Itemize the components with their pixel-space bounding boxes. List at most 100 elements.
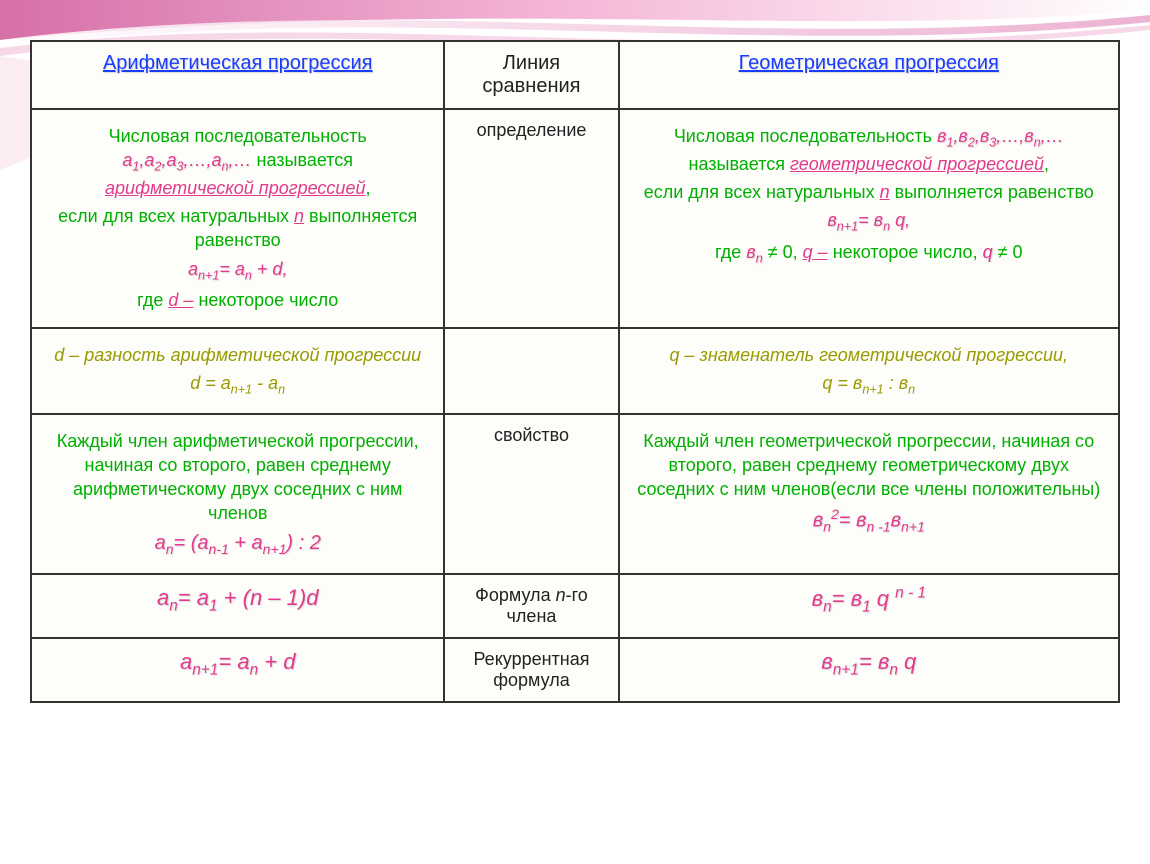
sub: n: [169, 597, 178, 614]
txt: n: [880, 182, 890, 202]
txt: q = в: [822, 373, 862, 393]
sub: n: [250, 661, 259, 678]
txt: a: [157, 585, 169, 610]
sub: n: [823, 519, 831, 535]
sub: n+1: [263, 541, 287, 557]
cell-arith-definition: Числовая последовательность a1,a2,a3,…,a…: [31, 109, 444, 328]
txt: = в: [858, 210, 883, 230]
txt: a: [122, 150, 132, 170]
sub: n+1: [901, 519, 925, 535]
sub: n: [889, 661, 898, 678]
txt: q: [898, 649, 916, 674]
txt: ,…: [229, 150, 252, 170]
txt: q: [871, 586, 895, 611]
txt: q – знаменатель геометрической прогресси…: [634, 343, 1104, 367]
txt: q –: [803, 242, 828, 262]
txt: если для всех натуральных: [644, 182, 880, 202]
txt: в: [821, 649, 832, 674]
cell-geom-definition: Числовая последовательность в1,в2,в3,…,в…: [619, 109, 1119, 328]
sub: n: [278, 383, 285, 397]
sub: n -1: [866, 519, 890, 535]
txt: ,a: [161, 150, 176, 170]
cell-mid-definition: определение: [444, 109, 618, 328]
txt: q: [983, 242, 993, 262]
txt: ,в: [975, 126, 989, 146]
sub: n+1: [231, 383, 252, 397]
txt: свойство: [494, 425, 569, 445]
row-nth-formula: an= a1 + (n – 1)d Формула n-го члена вn=…: [31, 574, 1119, 638]
sub: 1: [209, 597, 218, 614]
row-property: Каждый член арифметической прогрессии, н…: [31, 414, 1119, 574]
cell-mid-nth: Формула n-го члена: [444, 574, 618, 638]
txt: + (n – 1)d: [218, 585, 319, 610]
txt: - a: [252, 373, 278, 393]
cell-arith-diff: d – разность арифметической прогрессии d…: [31, 328, 444, 414]
txt: арифметической прогрессией: [105, 178, 366, 198]
txt: выполняется равенство: [895, 182, 1094, 202]
table-header-row: Арифметическая прогрессия Линия сравнени…: [31, 41, 1119, 109]
txt: a: [155, 532, 166, 554]
txt: + a: [229, 532, 263, 554]
txt: Рекуррентная формула: [473, 649, 589, 690]
sub: n: [221, 160, 228, 174]
txt: a: [188, 259, 198, 279]
txt: Каждый член геометрической прогрессии, н…: [634, 429, 1104, 502]
txt: = в: [839, 510, 867, 532]
txt: + d: [258, 649, 295, 674]
sub: n: [823, 598, 832, 615]
sub: n+1: [837, 220, 858, 234]
cell-geom-diff: q – знаменатель геометрической прогресси…: [619, 328, 1119, 414]
txt: в: [827, 210, 836, 230]
txt: = a: [218, 649, 249, 674]
txt: ) : 2: [286, 532, 320, 554]
txt: геометрической прогрессией: [790, 154, 1044, 174]
txt: + d,: [252, 259, 288, 279]
header-geometric: Геометрическая прогрессия: [619, 41, 1119, 109]
cell-arith-property: Каждый член арифметической прогрессии, н…: [31, 414, 444, 574]
txt: d –: [168, 290, 193, 310]
txt: = в: [832, 586, 862, 611]
txt: где: [137, 290, 168, 310]
txt: Числовая последовательность: [109, 126, 367, 146]
txt: = (a: [173, 532, 208, 554]
txt: d – разность арифметической прогрессии: [46, 343, 429, 367]
cell-arith-nth: an= a1 + (n – 1)d: [31, 574, 444, 638]
cell-geom-recurrent: вn+1= вn q: [619, 638, 1119, 702]
txt: называется: [689, 154, 791, 174]
header-arithmetic: Арифметическая прогрессия: [31, 41, 444, 109]
txt: q,: [890, 210, 910, 230]
cell-mid-property: свойство: [444, 414, 618, 574]
header-comparison: Линия сравнения: [444, 41, 618, 109]
sub: n+1: [198, 268, 219, 282]
sub: n+1: [833, 661, 859, 678]
txt: ≠ 0,: [768, 242, 803, 262]
txt: Числовая последовательность: [674, 126, 937, 146]
txt: называется: [257, 150, 354, 170]
cell-geom-property: Каждый член геометрической прогрессии, н…: [619, 414, 1119, 574]
txt: ,…: [1041, 126, 1064, 146]
header-arithmetic-label: Арифметическая прогрессия: [103, 52, 373, 74]
sub: 2: [968, 136, 975, 150]
txt: ≠ 0: [998, 242, 1023, 262]
sup: n - 1: [895, 585, 926, 602]
txt: в: [813, 510, 823, 532]
txt: если для всех натуральных: [58, 206, 294, 226]
header-geometric-label: Геометрическая прогрессия: [739, 52, 999, 74]
sub: n: [756, 251, 763, 265]
cell-geom-nth: вn= в1 q n - 1: [619, 574, 1119, 638]
sub: n: [245, 268, 252, 282]
sub: n: [908, 383, 915, 397]
txt: ,…,в: [996, 126, 1033, 146]
txt: в: [746, 242, 755, 262]
txt: в: [812, 586, 823, 611]
cell-mid-empty: [444, 328, 618, 414]
txt: = в: [859, 649, 889, 674]
slide-content: Арифметическая прогрессия Линия сравнени…: [0, 0, 1150, 743]
txt: в: [891, 510, 901, 532]
header-comparison-label: Линия сравнения: [482, 52, 580, 97]
comparison-table: Арифметическая прогрессия Линия сравнени…: [30, 40, 1120, 703]
row-diff: d – разность арифметической прогрессии d…: [31, 328, 1119, 414]
row-recurrent: an+1= an + d Рекуррентная формула вn+1= …: [31, 638, 1119, 702]
cell-mid-recurrent: Рекуррентная формула: [444, 638, 618, 702]
txt: d = a: [190, 373, 231, 393]
